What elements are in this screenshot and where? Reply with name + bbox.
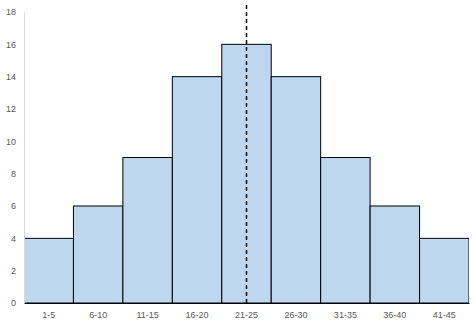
x-tick: 36-40: [383, 303, 406, 320]
x-tick: 41-45: [433, 303, 456, 320]
bar: [370, 206, 419, 303]
x-tick-label: 16-20: [186, 310, 209, 320]
y-axis: 0 2 4 6 8 10 12 14 16 18: [6, 7, 25, 308]
y-tick-label: 4: [11, 234, 16, 244]
y-tick-label: 0: [11, 298, 16, 308]
bar: [172, 77, 221, 303]
x-tick: 31-35: [334, 303, 357, 320]
y-tick: 18: [6, 7, 24, 17]
y-tick-label: 10: [6, 137, 16, 147]
y-tick-label: 16: [6, 40, 16, 50]
y-tick: 14: [6, 72, 24, 82]
x-tick-label: 21-25: [235, 310, 258, 320]
y-tick-label: 8: [11, 169, 16, 179]
x-axis-line: [25, 303, 470, 304]
y-tick: 4: [11, 234, 24, 244]
y-tick: 8: [11, 169, 24, 179]
bar: [123, 158, 172, 304]
plot-area: 0 2 4 6 8 10 12 14 16 18 1-5 6-10 11-15 16-20 21-25 26-…: [6, 2, 470, 320]
y-tick: 6: [11, 201, 24, 211]
bar: [73, 206, 122, 303]
y-tick: 12: [6, 104, 24, 114]
x-tick: 16-20: [186, 303, 209, 320]
y-tick-label: 6: [11, 201, 16, 211]
x-tick-label: 11-15: [136, 310, 158, 320]
x-axis: 1-5 6-10 11-15 16-20 21-25 26-30 31-35 36-40 41-…: [25, 303, 470, 320]
x-tick: 26-30: [284, 303, 307, 320]
chart-container: 0 2 4 6 8 10 12 14 16 18 1-5 6-10 11-15 16-20 21-25 26-…: [0, 0, 474, 327]
y-tick: 2: [11, 266, 24, 276]
y-tick-label: 14: [6, 72, 16, 82]
x-tick-label: 26-30: [284, 310, 307, 320]
bar: [420, 238, 469, 303]
x-tick-label: 1-5: [42, 310, 55, 320]
y-axis-line: [24, 13, 25, 304]
y-tick-label: 12: [6, 104, 16, 114]
x-tick: 1-5: [42, 303, 55, 320]
x-tick-label: 6-10: [89, 310, 107, 320]
reference-line: [246, 2, 248, 303]
bars: [24, 2, 469, 303]
chart-svg: 0 2 4 6 8 10 12 14 16 18 1-5 6-10 11-15 16-20 21-25 26-…: [0, 0, 474, 327]
bar: [271, 77, 320, 303]
x-tick: 6-10: [89, 303, 107, 320]
x-tick-label: 36-40: [383, 310, 406, 320]
y-tick-label: 2: [11, 266, 16, 276]
x-tick: 21-25: [235, 303, 258, 320]
y-tick: 0: [11, 298, 24, 308]
y-tick-label: 18: [6, 7, 16, 17]
x-tick: 11-15: [136, 303, 158, 320]
x-tick-label: 41-45: [433, 310, 456, 320]
bar: [24, 238, 73, 303]
x-tick-label: 31-35: [334, 310, 357, 320]
y-tick: 10: [6, 137, 24, 147]
y-tick: 16: [6, 40, 24, 50]
bar: [321, 158, 370, 304]
